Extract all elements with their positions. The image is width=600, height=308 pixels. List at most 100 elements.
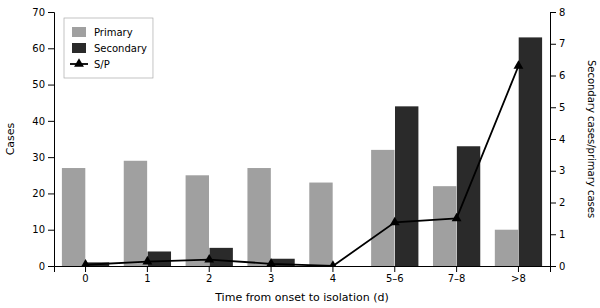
tick-label: 5 bbox=[559, 102, 565, 113]
tick-label: 4 bbox=[330, 273, 336, 284]
tick-mark bbox=[550, 76, 556, 77]
y2-axis-title: Secondary cases/primary cases bbox=[586, 60, 597, 218]
tick-label: 0 bbox=[39, 261, 45, 272]
tick-label: 3 bbox=[268, 273, 274, 284]
axis-line bbox=[48, 13, 55, 267]
legend-item: Secondary bbox=[72, 43, 147, 54]
axis-line bbox=[551, 13, 557, 267]
tick-mark bbox=[48, 48, 54, 49]
legend-swatch bbox=[72, 43, 86, 53]
line-series bbox=[81, 60, 524, 266]
bar bbox=[247, 168, 270, 266]
tick-mark bbox=[48, 157, 54, 158]
tick-mark bbox=[85, 266, 86, 272]
bar bbox=[433, 186, 456, 266]
y-axis-title: Cases bbox=[4, 122, 17, 155]
tick-mark bbox=[550, 266, 556, 267]
tick-mark bbox=[48, 121, 54, 122]
marker bbox=[514, 60, 524, 69]
tick: 20 bbox=[32, 188, 54, 199]
bar bbox=[495, 230, 518, 266]
tick-mark bbox=[271, 266, 272, 272]
tick-label: 8 bbox=[559, 7, 565, 18]
bar bbox=[457, 146, 480, 266]
tick-mark bbox=[550, 139, 556, 140]
tick: 5 bbox=[550, 102, 565, 113]
tick-label: 50 bbox=[32, 79, 45, 90]
marker bbox=[328, 260, 338, 266]
tick-label: 2 bbox=[206, 273, 212, 284]
legend-label: Primary bbox=[94, 27, 133, 38]
tick-mark bbox=[48, 266, 54, 267]
tick: 0 bbox=[39, 261, 54, 272]
tick: >8 bbox=[511, 266, 526, 284]
tick: 4 bbox=[550, 134, 565, 145]
marker bbox=[81, 259, 91, 266]
x-axis: 012345–67–8>8 bbox=[55, 266, 551, 284]
tick-mark bbox=[48, 193, 54, 194]
tick-mark bbox=[147, 266, 148, 272]
tick-label: 30 bbox=[32, 152, 45, 163]
tick: 3 bbox=[550, 165, 565, 176]
tick-label: 0 bbox=[82, 273, 88, 284]
tick-mark bbox=[550, 44, 556, 45]
bar bbox=[186, 175, 209, 266]
tick: 30 bbox=[32, 152, 54, 163]
tick-label: 6 bbox=[559, 70, 565, 81]
marker bbox=[142, 256, 152, 265]
tick: 50 bbox=[32, 79, 54, 90]
bar bbox=[209, 248, 232, 266]
legend-item: Primary bbox=[72, 27, 133, 38]
tick: 3 bbox=[268, 266, 274, 284]
tick: 60 bbox=[32, 43, 54, 54]
bar bbox=[62, 168, 85, 266]
tick-label: 2 bbox=[559, 197, 565, 208]
bar bbox=[333, 266, 356, 267]
tick: 6 bbox=[550, 70, 565, 81]
tick: 0 bbox=[550, 261, 565, 272]
tick-mark bbox=[209, 266, 210, 272]
tick-label: 1 bbox=[559, 229, 565, 240]
tick-label: 40 bbox=[32, 116, 45, 127]
tick-label: 5–6 bbox=[386, 273, 404, 284]
tick-mark bbox=[48, 85, 54, 86]
tick-label: 1 bbox=[144, 273, 150, 284]
bar bbox=[124, 161, 147, 266]
legend-swatch bbox=[72, 27, 86, 37]
marker bbox=[266, 258, 276, 266]
legend-label: Secondary bbox=[94, 43, 147, 54]
tick-mark bbox=[48, 12, 54, 13]
legend-label: S/P bbox=[94, 59, 110, 70]
tick-mark bbox=[550, 171, 556, 172]
y-axis: 0 10 20 30 40 50 60 70 bbox=[32, 7, 54, 272]
tick-mark bbox=[394, 266, 395, 272]
tick: 1 bbox=[144, 266, 150, 284]
tick-mark bbox=[550, 234, 556, 235]
x-axis-title: Time from onset to isolation (d) bbox=[214, 291, 389, 304]
tick-label: >8 bbox=[511, 273, 526, 284]
marker bbox=[390, 217, 400, 226]
marker bbox=[204, 254, 214, 263]
legend-item: S/P bbox=[70, 58, 110, 69]
tick: 2 bbox=[550, 197, 565, 208]
legend: Primary Secondary S/P bbox=[64, 18, 153, 78]
marker bbox=[452, 213, 462, 222]
axis-line bbox=[55, 267, 551, 273]
tick: 7 bbox=[550, 38, 565, 49]
tick-label: 20 bbox=[32, 188, 45, 199]
bar bbox=[519, 37, 542, 266]
legend-frame bbox=[64, 18, 153, 78]
tick: 5–6 bbox=[386, 266, 404, 284]
tick: 0 bbox=[82, 266, 88, 284]
tick-mark bbox=[550, 107, 556, 108]
bar bbox=[309, 183, 332, 266]
tick-mark bbox=[456, 266, 457, 272]
tick: 1 bbox=[550, 229, 565, 240]
tick-label: 3 bbox=[559, 165, 565, 176]
tick: 70 bbox=[32, 7, 54, 18]
tick: 10 bbox=[32, 224, 54, 235]
tick-label: 4 bbox=[559, 134, 565, 145]
bar-series bbox=[62, 150, 518, 266]
chart-area: 012345–67–8>8010203040506070012345678Pri… bbox=[32, 7, 565, 284]
tick-label: 7 bbox=[559, 38, 565, 49]
